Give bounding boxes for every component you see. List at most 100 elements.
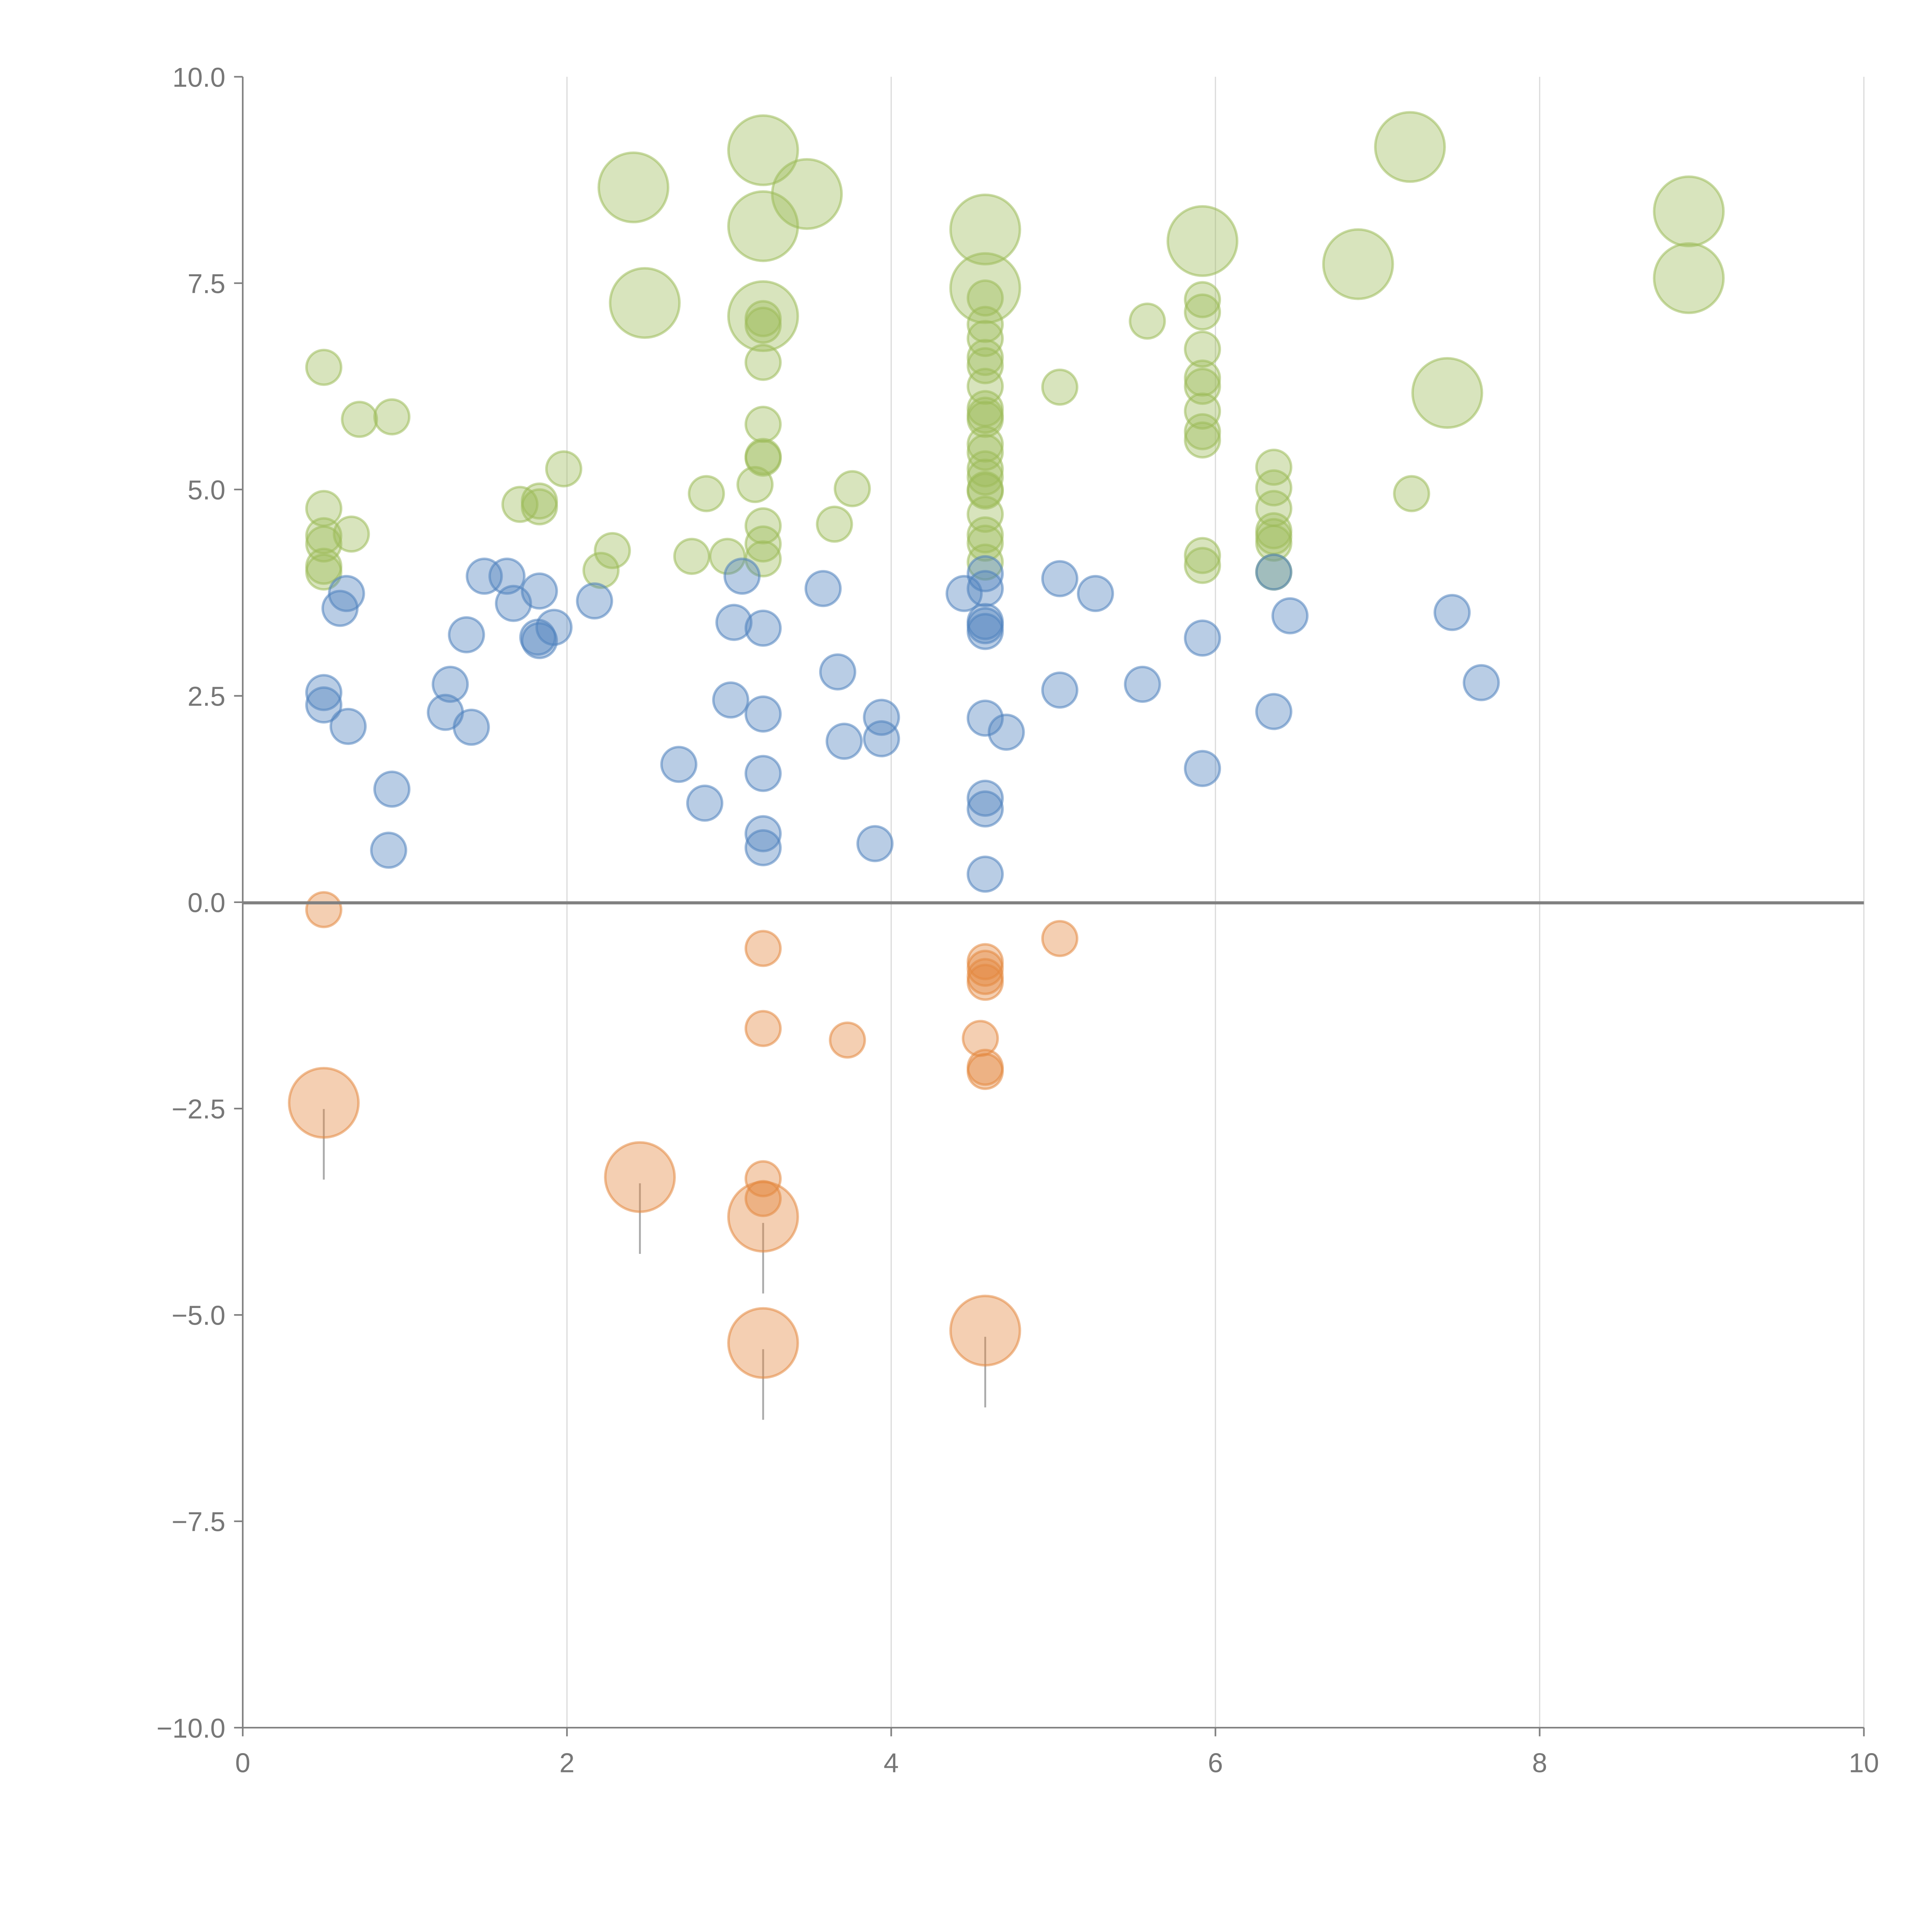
- data-point-green: [1653, 242, 1725, 314]
- data-point-green: [1411, 357, 1483, 429]
- data-point-green: [1255, 524, 1293, 562]
- data-point-blue: [744, 829, 782, 867]
- data-point-green: [966, 495, 1004, 533]
- data-point-green: [1653, 175, 1725, 247]
- data-point-blue: [804, 570, 842, 607]
- data-point-blue: [305, 686, 343, 724]
- y-tick-label: 2.5: [187, 681, 225, 712]
- y-tick-label: 10.0: [172, 62, 225, 92]
- data-point-blue: [452, 708, 490, 746]
- data-point-blue: [305, 674, 343, 711]
- data-point-blue: [1041, 560, 1078, 597]
- data-point-green: [1255, 469, 1293, 507]
- data-point-orange: [288, 1067, 360, 1139]
- data-point-green: [609, 267, 681, 339]
- data-point-orange: [744, 1160, 782, 1197]
- data-point-orange: [727, 1307, 799, 1379]
- y-tick-label: 7.5: [187, 268, 225, 299]
- data-point-blue: [448, 616, 485, 653]
- data-point-green: [833, 470, 871, 507]
- data-point-blue: [744, 755, 782, 792]
- data-point-blue: [744, 609, 782, 647]
- data-point-green: [744, 439, 782, 477]
- data-point-orange: [744, 1010, 782, 1047]
- data-point-green: [966, 524, 1004, 562]
- data-point-green: [305, 517, 343, 554]
- data-point-orange: [1041, 920, 1078, 957]
- data-point-orange: [966, 949, 1004, 987]
- x-tick-label: 4: [884, 1748, 899, 1778]
- data-point-blue: [863, 720, 900, 758]
- data-point-orange: [962, 1020, 999, 1057]
- data-point-green: [305, 553, 343, 591]
- data-point-green: [520, 488, 558, 526]
- data-point-blue: [576, 582, 613, 620]
- data-point-blue: [966, 699, 1004, 737]
- data-point-blue: [1433, 594, 1471, 631]
- data-point-green: [744, 344, 782, 381]
- data-point-green: [949, 193, 1021, 265]
- data-point-blue: [712, 681, 750, 719]
- data-points: [288, 111, 1725, 1420]
- data-point-blue: [1463, 664, 1500, 701]
- x-tick-label: 0: [235, 1748, 250, 1778]
- data-point-green: [1184, 281, 1221, 318]
- data-point-green: [305, 349, 343, 386]
- data-point-blue: [1077, 575, 1114, 612]
- data-point-green: [597, 151, 670, 223]
- y-tick-label: −2.5: [172, 1094, 225, 1124]
- y-tick-label: 5.0: [187, 474, 225, 505]
- data-point-blue: [744, 695, 782, 733]
- x-tick-label: 6: [1208, 1748, 1223, 1778]
- data-point-blue: [329, 707, 367, 745]
- x-tick-label: 10: [1849, 1748, 1879, 1778]
- data-point-green: [1166, 205, 1238, 277]
- data-point-green: [744, 405, 782, 443]
- y-tick-label: −5.0: [172, 1300, 225, 1331]
- data-point-blue: [520, 622, 558, 659]
- data-point-blue: [863, 699, 900, 736]
- data-point-green: [673, 537, 711, 575]
- data-point-blue: [723, 558, 761, 595]
- data-point-blue: [535, 609, 573, 646]
- data-point-green: [594, 532, 631, 569]
- data-point-green: [966, 458, 1004, 496]
- data-point-blue: [373, 770, 411, 808]
- data-point-green: [966, 543, 1004, 581]
- data-point-green: [1184, 359, 1221, 397]
- data-point-blue: [856, 825, 894, 862]
- data-point-green: [1041, 368, 1078, 406]
- data-point-green: [1255, 449, 1293, 486]
- data-point-green: [1374, 111, 1446, 183]
- data-point-blue: [370, 832, 407, 869]
- data-point-green: [966, 320, 1004, 357]
- axes: [242, 77, 1864, 1729]
- data-point-green: [949, 252, 1021, 324]
- x-tick-label: 8: [1532, 1748, 1547, 1778]
- data-point-blue: [321, 590, 359, 627]
- data-point-green: [1322, 228, 1394, 300]
- data-point-orange: [966, 1053, 1004, 1090]
- data-point-blue: [966, 779, 1004, 817]
- data-point-green: [771, 158, 843, 230]
- data-point-green: [1184, 392, 1221, 430]
- data-point-green: [373, 398, 411, 435]
- data-point-green: [582, 552, 620, 589]
- data-point-orange: [966, 964, 1004, 1001]
- data-point-orange: [604, 1141, 676, 1213]
- data-point-blue: [520, 572, 558, 610]
- data-point-green: [966, 279, 1004, 317]
- data-point-blue: [1184, 750, 1221, 787]
- data-point-blue: [660, 746, 697, 783]
- data-point-green: [333, 515, 370, 553]
- data-point-orange: [727, 1180, 799, 1253]
- data-point-green: [727, 280, 799, 352]
- data-point-blue: [432, 665, 469, 703]
- data-point-blue: [966, 790, 1004, 828]
- data-point-green: [1129, 302, 1166, 340]
- data-point-green: [727, 114, 799, 186]
- data-point-blue: [744, 815, 782, 852]
- y-tick-label: 0.0: [187, 888, 225, 918]
- data-point-orange: [949, 1294, 1021, 1367]
